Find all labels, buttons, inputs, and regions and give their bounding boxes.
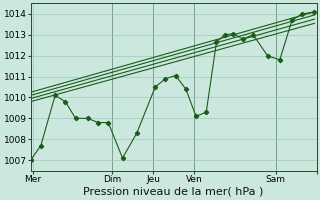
X-axis label: Pression niveau de la mer( hPa ): Pression niveau de la mer( hPa ) — [84, 187, 264, 197]
